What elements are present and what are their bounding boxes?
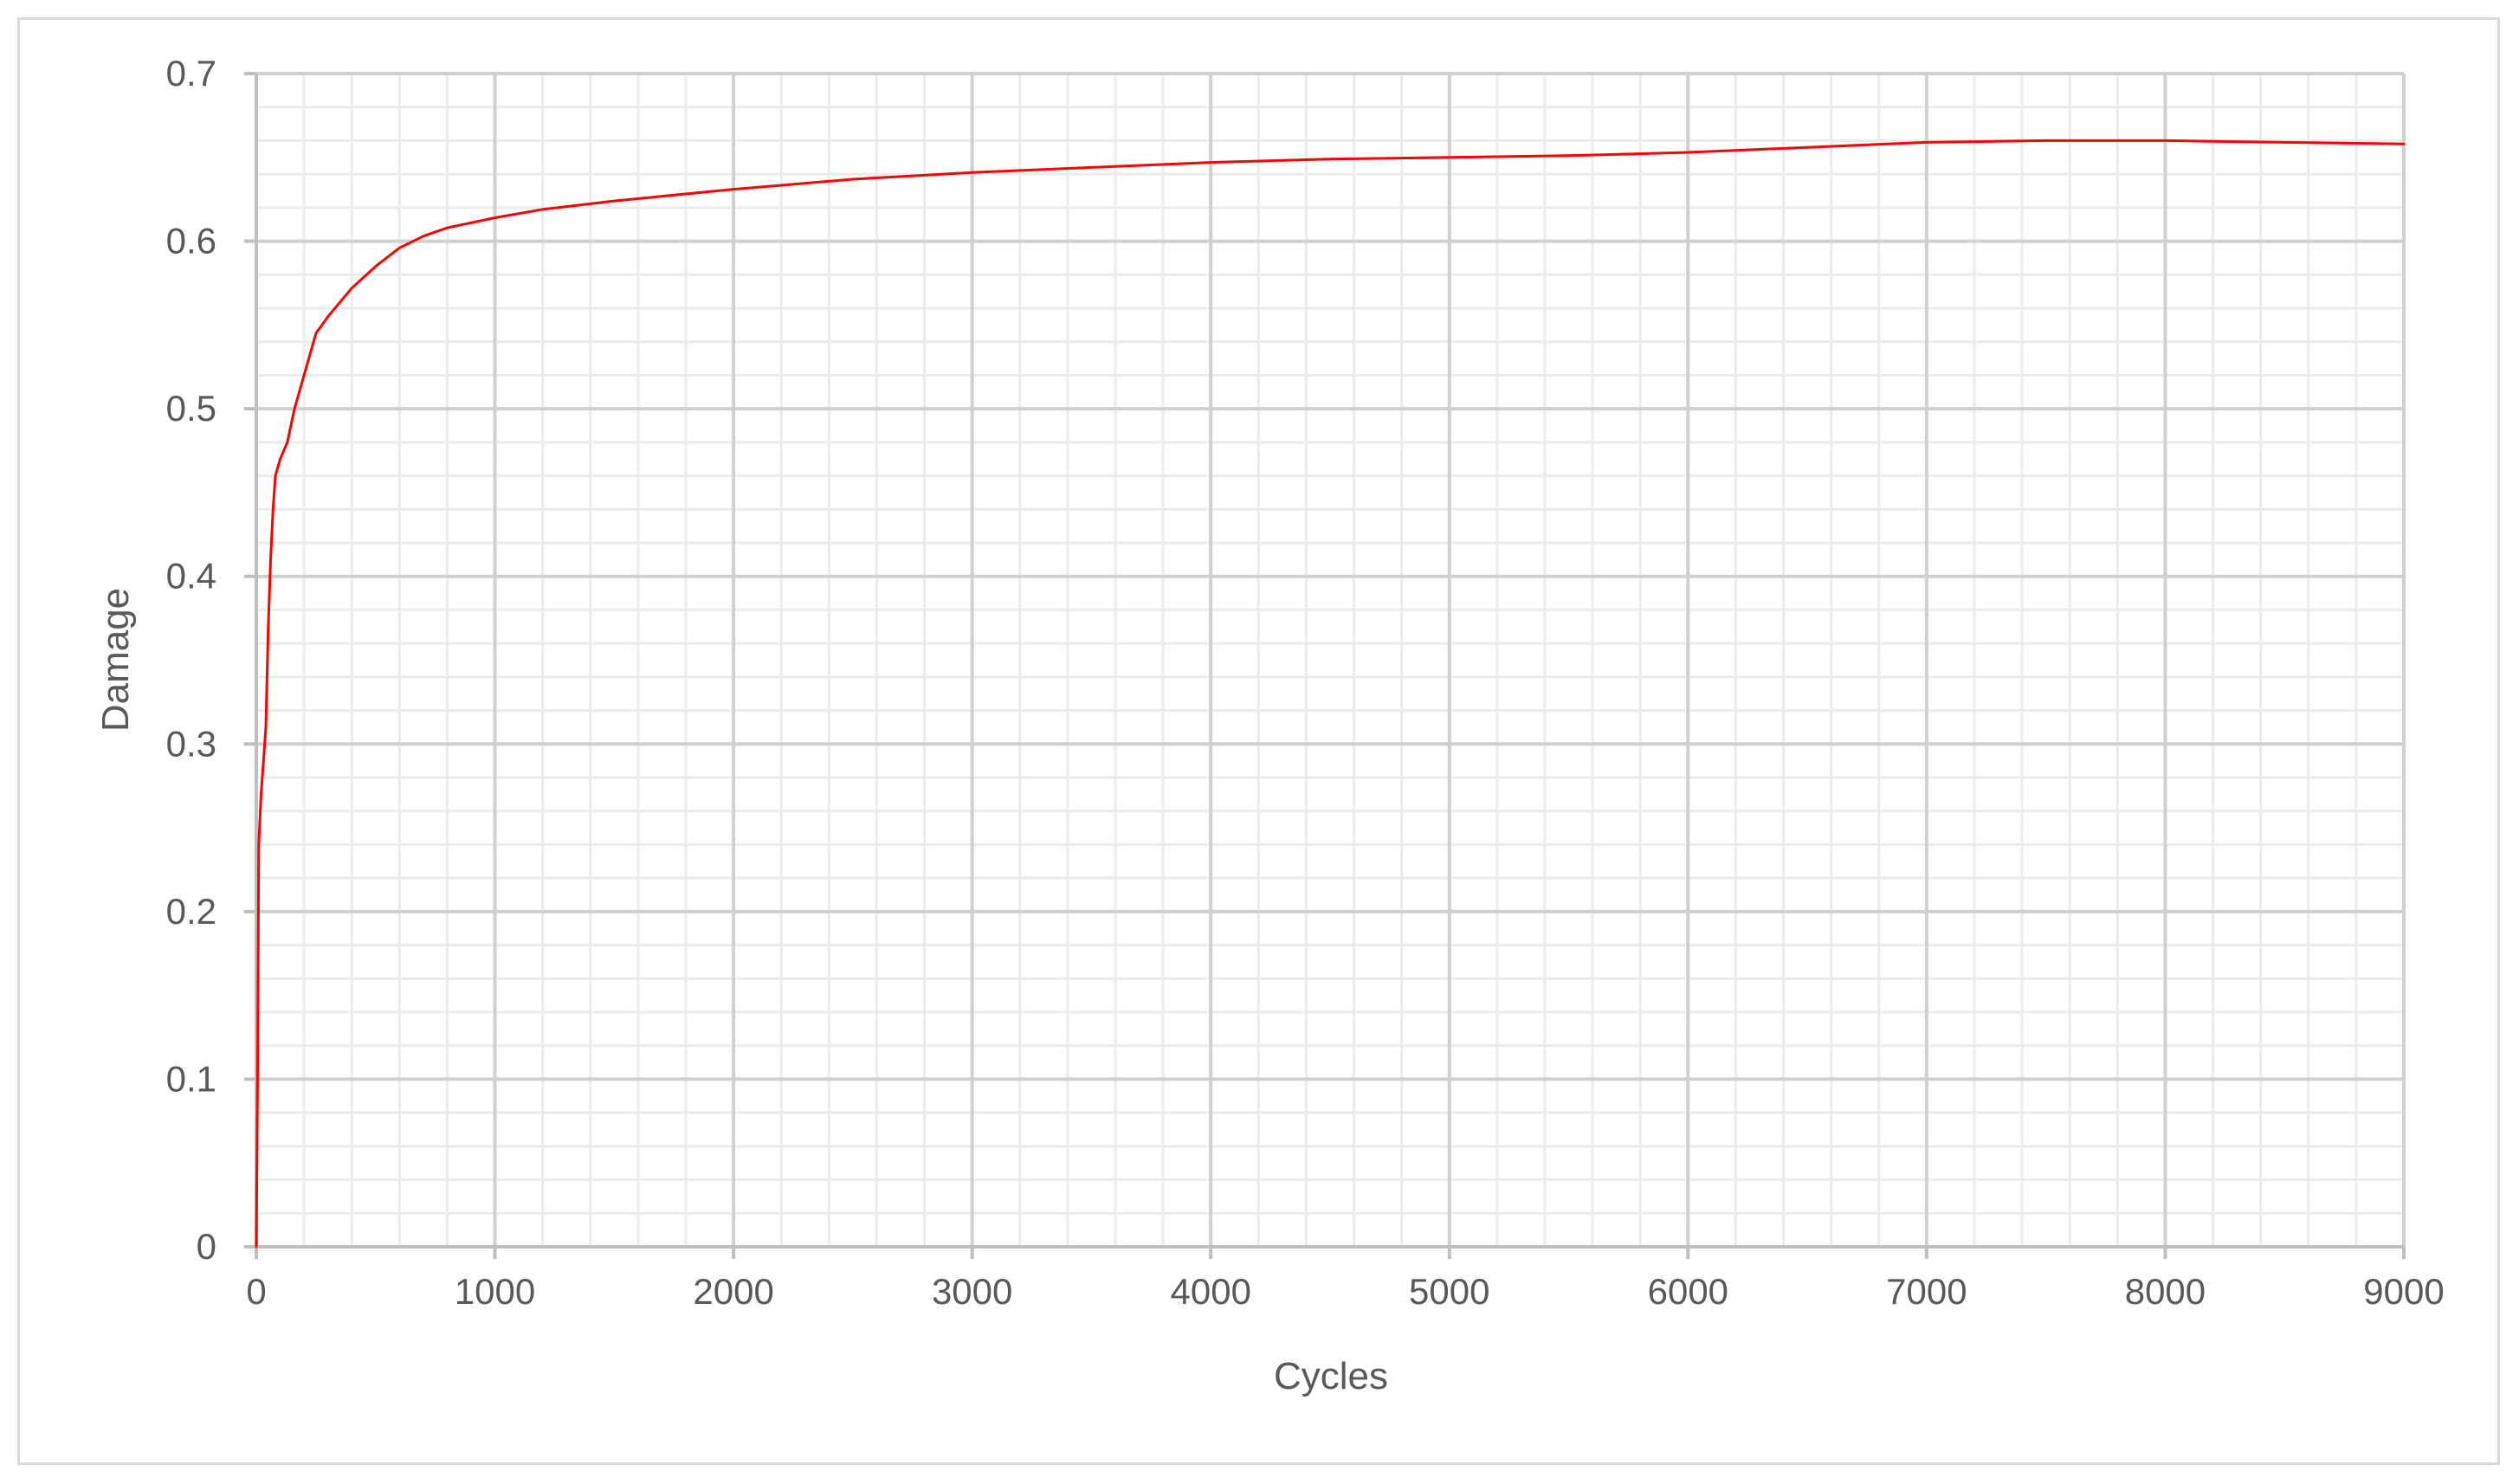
x-tick-label: 2000 <box>693 1271 773 1312</box>
y-tick-label: 0.1 <box>166 1058 216 1099</box>
x-tick-label: 3000 <box>932 1271 1012 1312</box>
y-tick-label: 0.3 <box>166 723 216 764</box>
y-tick-label: 0.2 <box>166 891 216 932</box>
y-tick-label: 0.4 <box>166 556 216 597</box>
x-tick-label: 0 <box>246 1271 266 1312</box>
minor-grid <box>256 74 2404 1247</box>
x-tick-label: 4000 <box>1171 1271 1251 1312</box>
series-group <box>255 139 2406 1248</box>
x-tick-label: 8000 <box>2125 1271 2206 1312</box>
x-axis-title: Cycles <box>1274 1355 1388 1397</box>
y-axis-title: Damage <box>94 588 137 732</box>
x-tick-label: 1000 <box>455 1271 535 1312</box>
y-tick-label: 0.6 <box>166 221 216 261</box>
x-tick-label: 9000 <box>2363 1271 2444 1312</box>
y-tick-label: 0.5 <box>166 388 216 429</box>
y-tick-label: 0 <box>197 1226 216 1267</box>
damage-series-line <box>255 139 2406 1248</box>
x-tick-label: 7000 <box>1886 1271 1967 1312</box>
major-grid <box>256 72 2406 1247</box>
axes <box>244 72 2406 1259</box>
x-tick-label: 6000 <box>1648 1271 1728 1312</box>
x-tick-labels: 0 1000 2000 3000 4000 5000 6000 7000 8000 9000 <box>246 1271 2444 1312</box>
y-tick-label: 0.7 <box>166 53 216 94</box>
x-tick-label: 5000 <box>1409 1271 1489 1312</box>
y-tick-labels: 0 0.1 0.2 0.3 0.4 0.5 0.6 0.7 <box>166 53 216 1267</box>
